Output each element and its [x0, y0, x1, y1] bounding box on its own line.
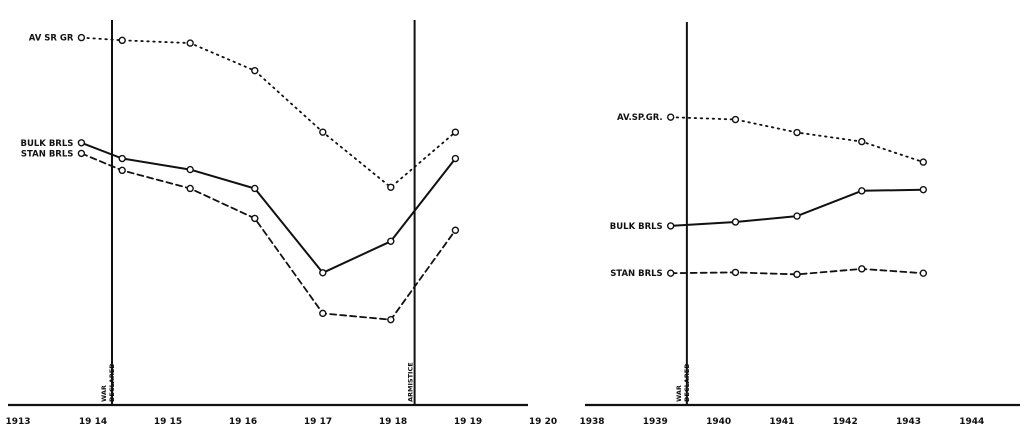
data-point: [919, 185, 928, 194]
event-label-war-declared: WAR: [100, 385, 108, 402]
series-label-stan-brls: STAN BRLS: [21, 149, 73, 159]
data-point: [319, 309, 327, 318]
data-point: [319, 269, 327, 277]
data-point: [186, 184, 194, 193]
x-tick-label: 1943: [896, 417, 921, 427]
data-point: [731, 218, 740, 226]
data-point: [251, 66, 259, 75]
data-point: [919, 158, 928, 166]
data-point: [118, 36, 126, 45]
data-point: [793, 270, 801, 279]
x-tick-label: 1940: [706, 417, 731, 427]
data-point: [858, 187, 866, 195]
data-point: [387, 183, 395, 192]
data-point: [451, 226, 460, 234]
data-point: [186, 39, 194, 47]
data-point: [387, 237, 395, 245]
series-label-av-sr-gr: AV SR GR: [29, 34, 74, 44]
data-point: [858, 137, 866, 146]
x-tick-label: 1913: [5, 417, 30, 427]
x-tick-label: 1939: [643, 417, 668, 427]
data-point: [77, 33, 86, 42]
series-line-stan-brls: [80, 152, 457, 321]
data-point: [118, 166, 126, 175]
data-point: [731, 115, 740, 124]
series-label-stan-brls: STAN BRLS: [610, 269, 662, 279]
x-tick-label: 1938: [579, 417, 604, 427]
event-label-war-declared: DECLARED: [108, 363, 116, 402]
data-point: [118, 154, 126, 163]
data-point: [793, 128, 801, 137]
event-label-war-declared: WAR: [675, 385, 683, 402]
x-tick-label: 19 14: [79, 417, 107, 427]
series-line-bulk-brls: [669, 188, 925, 227]
x-tick-label: 19 16: [229, 417, 257, 427]
event-label-armistice: ARMISTICE: [407, 362, 415, 402]
series-line-av-sp-gr: [669, 116, 925, 164]
x-tick-label: 19 19: [454, 417, 482, 427]
x-tick-label: 1944: [959, 417, 984, 427]
data-point: [251, 184, 259, 193]
data-point: [858, 265, 866, 273]
chart-panel-ww1: 1913 19 14 19 15 19 16 19 17 19 18 19 19 19 20 W…: [5, 20, 557, 427]
x-tick-label: 1942: [833, 417, 858, 427]
data-point: [451, 154, 460, 163]
data-point: [451, 128, 460, 136]
data-point: [666, 222, 675, 230]
chart-panel-ww2: 1938 1939 1940 1941 1942 1943 1944 WAR DECLARED A…: [579, 22, 1020, 427]
data-point: [731, 268, 740, 277]
x-tick-label: 19 15: [154, 417, 182, 427]
data-point: [666, 269, 675, 277]
data-point: [319, 128, 327, 136]
series-label-bulk-brls: BULK BRLS: [20, 139, 73, 149]
x-tick-label: 1941: [769, 417, 794, 427]
x-tick-label: 19 17: [304, 417, 332, 427]
data-point: [387, 315, 395, 324]
data-point: [251, 214, 259, 223]
series-label-av-sp-gr: AV.SP.GR.: [617, 113, 663, 123]
data-point: [77, 139, 86, 147]
series-label-bulk-brls: BULK BRLS: [610, 222, 663, 232]
event-label-war-declared: DECLARED: [683, 363, 691, 402]
series-line-bulk-brls: [80, 141, 457, 274]
x-tick-label: 19 18: [379, 417, 407, 427]
x-tick-label: 19 20: [529, 417, 557, 427]
data-point: [666, 113, 675, 121]
data-point: [919, 269, 928, 277]
data-point: [186, 165, 194, 174]
data-point: [77, 149, 86, 158]
data-point: [793, 212, 801, 220]
series-line-av-sr-gr: [80, 36, 457, 189]
